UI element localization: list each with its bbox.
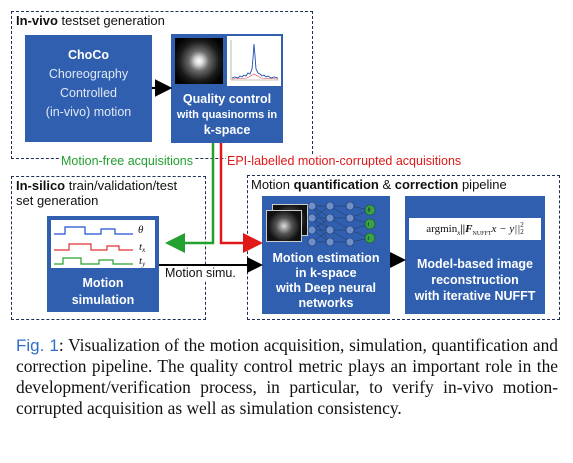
epi-label: EPI-labelled motion-corrupted acquisitio… [226,154,462,168]
motion-free-label: Motion-free acquisitions [60,154,194,168]
figure-number: Fig. 1 [16,336,59,355]
motion-simu-label: Motion simu. [165,266,236,280]
figure-caption: Fig. 1: Visualization of the motion acqu… [16,335,558,419]
caption-text: : Visualization of the motion acquisitio… [16,335,558,418]
